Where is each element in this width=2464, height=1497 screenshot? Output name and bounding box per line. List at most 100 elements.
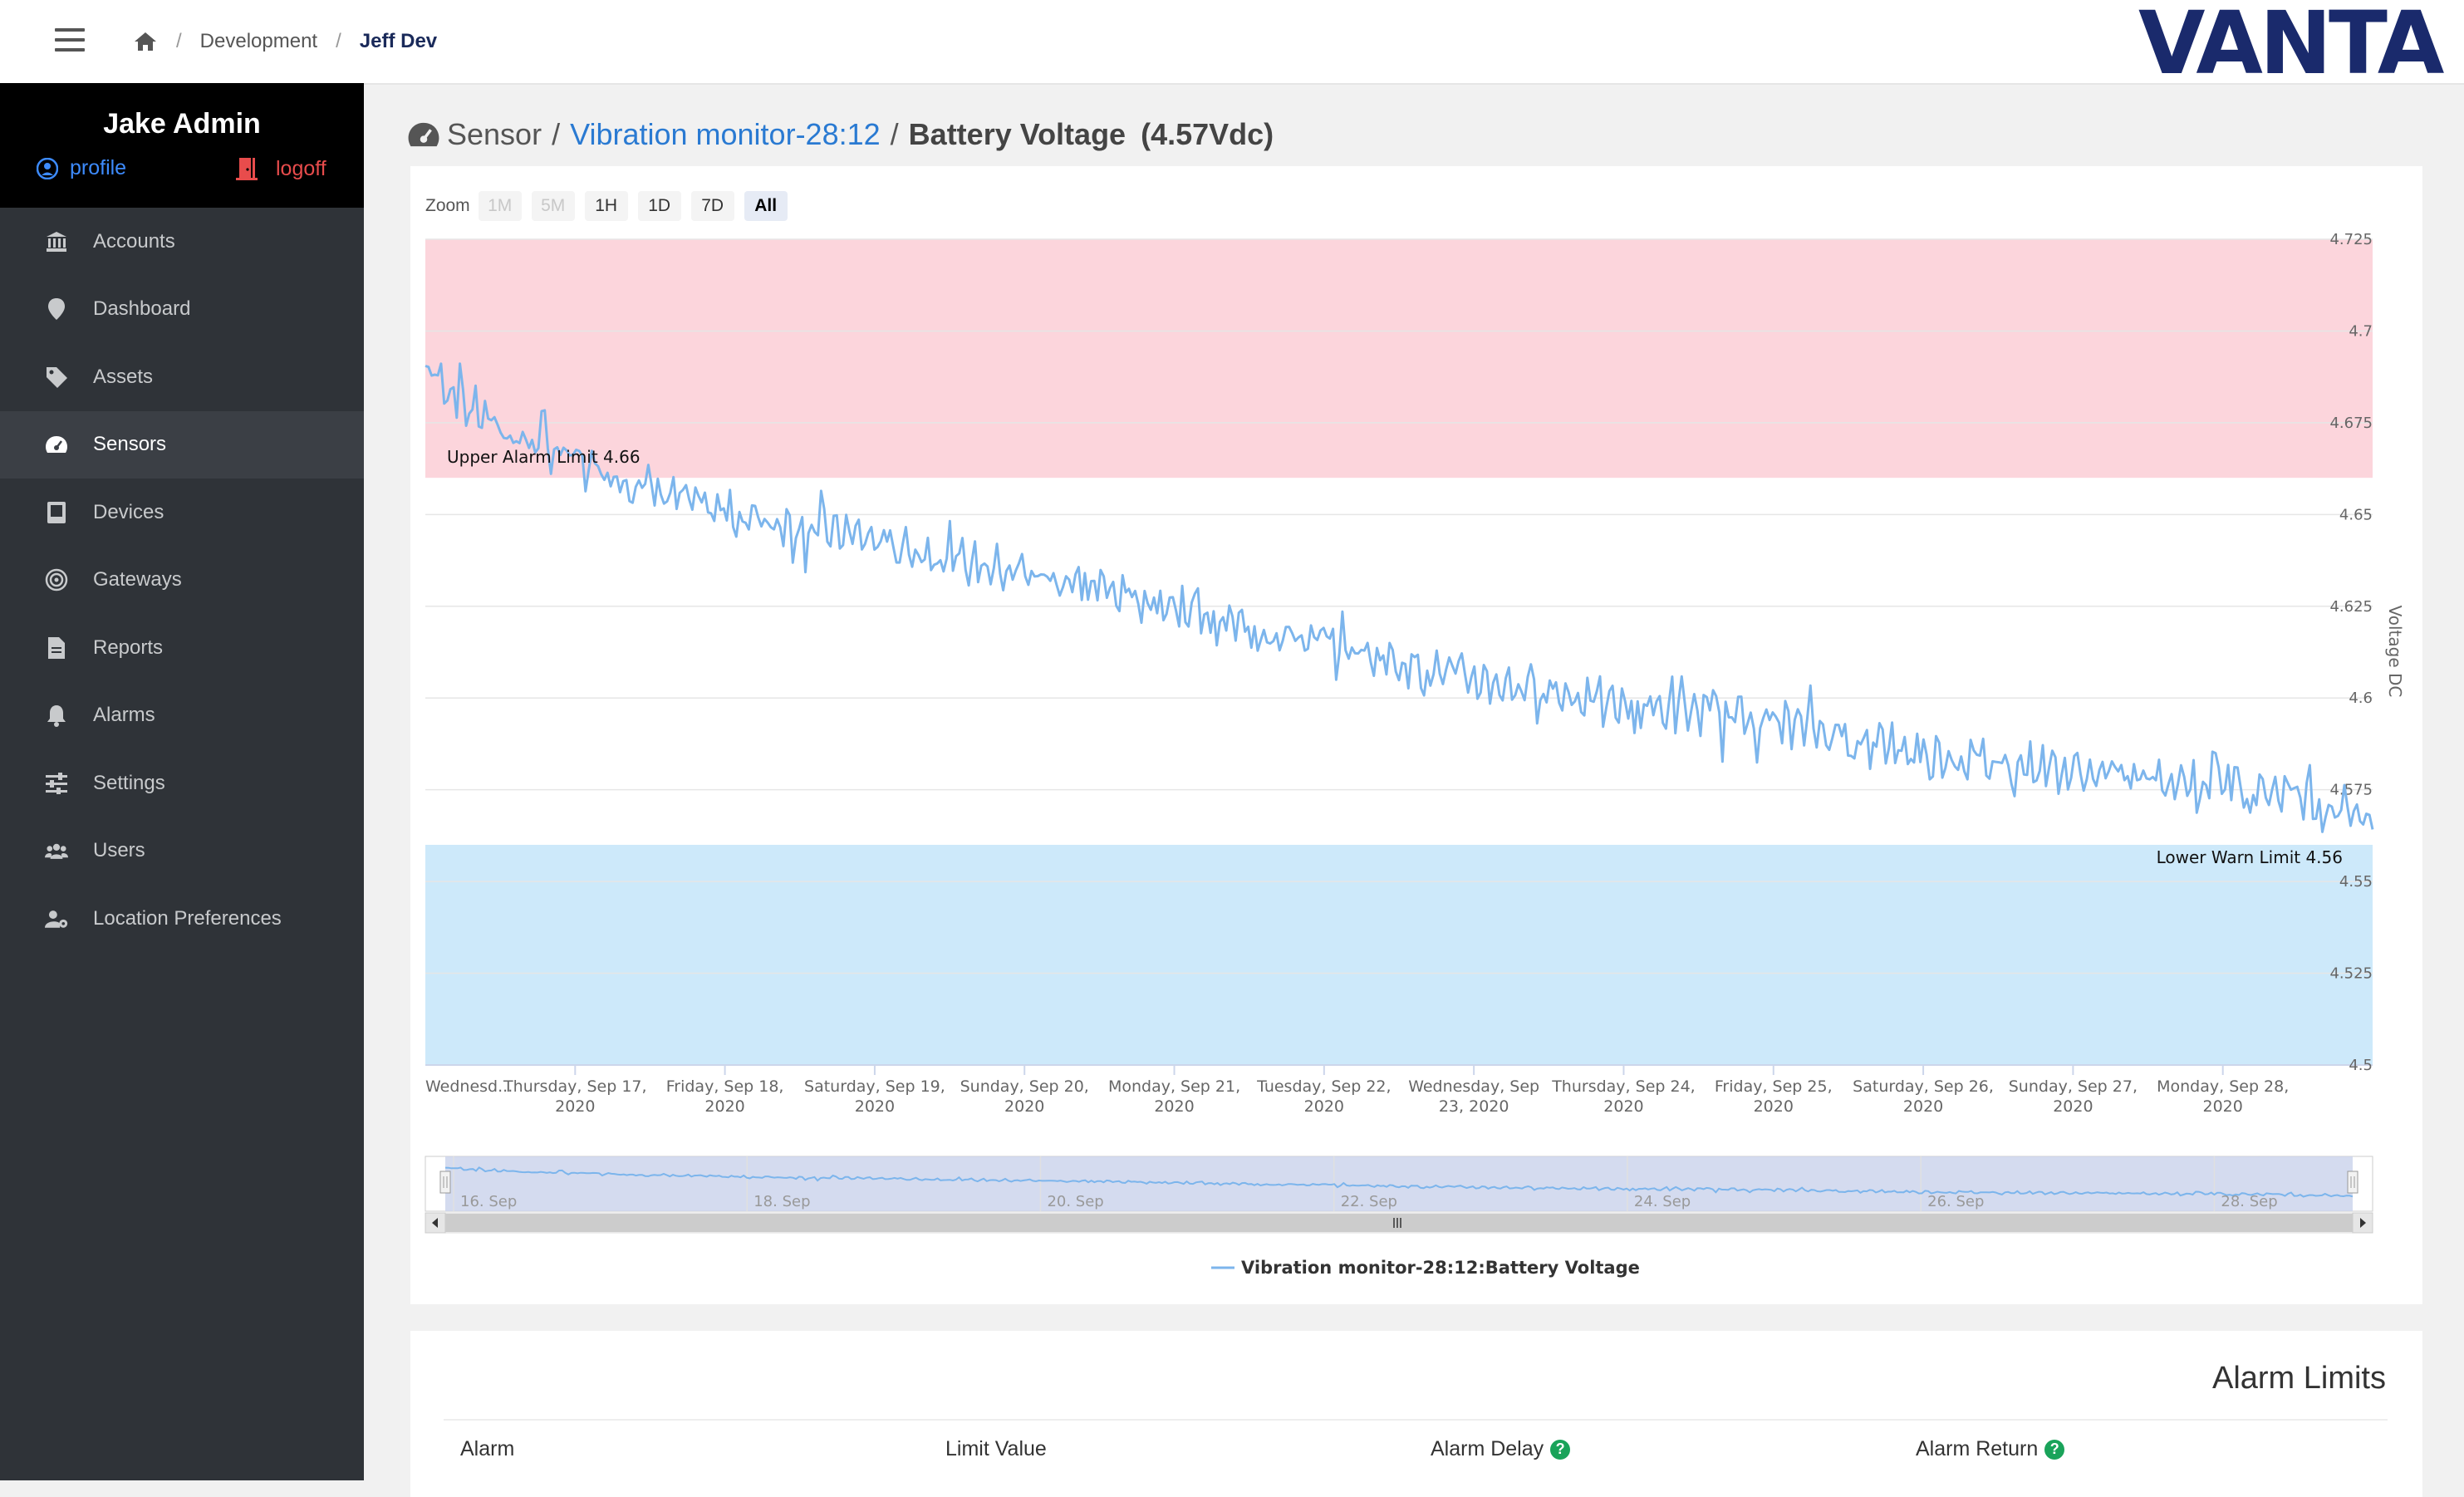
sliders-icon	[46, 772, 67, 794]
sensor-link[interactable]: Vibration monitor-28:12	[570, 117, 881, 151]
x-tick-label: Tuesday, Sep 22, 2020	[1256, 1077, 1391, 1116]
map-pin-icon	[48, 298, 65, 321]
x-tick-label: Friday, Sep 18, 2020	[666, 1077, 784, 1116]
current-value: (4.57Vdc)	[1141, 117, 1274, 151]
tag-icon	[47, 366, 67, 388]
x-tick-label: Thursday, Sep 24, 2020	[1551, 1077, 1696, 1116]
column-alarm-return: Alarm Return?	[1916, 1437, 2065, 1461]
zoom-1m-button[interactable]: 1M	[478, 191, 522, 221]
sidebar-item-label: Accounts	[93, 229, 175, 253]
top-bar: / Development / Jeff Dev VANTA	[0, 0, 2464, 85]
sidebar-item-location-preferences[interactable]: Location Preferences	[0, 885, 364, 953]
sidebar-item-alarms[interactable]: Alarms	[0, 682, 364, 750]
y-tick-label: 4.625	[2329, 598, 2373, 616]
sidebar-item-users[interactable]: Users	[0, 817, 364, 886]
navigator-tick-label: 20. Sep	[1047, 1193, 1103, 1210]
sidebar-item-settings[interactable]: Settings	[0, 749, 364, 817]
sidebar-item-label: Assets	[93, 365, 154, 388]
x-tick-label: Monday, Sep 21, 2020	[1108, 1077, 1240, 1116]
chart-legend[interactable]: Vibration monitor-28:12:Battery Voltage	[1211, 1258, 1640, 1278]
sidebar-item-reports[interactable]: Reports	[0, 614, 364, 682]
navigator-handle-left[interactable]	[439, 1171, 451, 1194]
sidebar: Jake Admin profile logoff Accounts Dashb…	[0, 83, 364, 1480]
alarm-limits-card	[410, 1331, 2422, 1497]
sidebar-item-accounts[interactable]: Accounts	[0, 208, 364, 276]
zoom-all-button[interactable]: All	[744, 191, 788, 221]
lower-warn-band	[425, 844, 2373, 1065]
help-icon[interactable]: ?	[1550, 1439, 1571, 1460]
alarm-limits-title: Alarm Limits	[2211, 1361, 2386, 1396]
sidebar-item-label: Reports	[93, 636, 164, 659]
column-limit-value: Limit Value	[945, 1437, 1047, 1460]
y-tick-label: 4.725	[2329, 231, 2373, 248]
profile-label: profile	[70, 156, 127, 179]
y-tick-label: 4.7	[2349, 322, 2373, 340]
bell-icon	[47, 705, 66, 728]
navigator-tick-label: 22. Sep	[1341, 1193, 1397, 1210]
alarm-limits-table-header: Alarm Limit Value Alarm Delay? Alarm Ret…	[444, 1419, 2388, 1477]
sidebar-item-label: Sensors	[93, 433, 167, 456]
x-tick-label: Wednesd...	[425, 1077, 513, 1096]
signal-icon	[45, 569, 68, 591]
bank-icon	[47, 231, 66, 252]
sidebar-item-sensors[interactable]: Sensors	[0, 410, 364, 479]
sidebar-item-label: Location Preferences	[93, 906, 282, 930]
x-tick-label: Friday, Sep 25, 2020	[1715, 1077, 1833, 1116]
y-axis-title: Voltage DC	[2385, 606, 2405, 698]
upper-alarm-band	[425, 239, 2373, 479]
home-icon[interactable]	[133, 31, 158, 52]
x-tick-label: Saturday, Sep 19, 2020	[804, 1077, 945, 1116]
sidebar-item-label: Alarms	[93, 704, 155, 727]
zoom-5m-button[interactable]: 5M	[531, 191, 575, 221]
sidebar-item-label: Dashboard	[93, 297, 191, 321]
navigator-tick-label: 18. Sep	[753, 1193, 810, 1210]
title-separator: /	[552, 117, 561, 151]
zoom-label: Zoom	[425, 196, 470, 215]
svg-text:VANTA: VANTA	[2138, 3, 2444, 80]
logoff-label: logoff	[276, 156, 326, 180]
x-tick-label: Saturday, Sep 26, 2020	[1853, 1077, 1994, 1116]
legend-series-name: Vibration monitor-28:12:Battery Voltage	[1241, 1258, 1640, 1278]
navigator-handle-right[interactable]	[2347, 1171, 2358, 1194]
profile-link[interactable]: profile	[37, 156, 126, 180]
sidebar-item-dashboard[interactable]: Dashboard	[0, 276, 364, 344]
x-tick-label: Sunday, Sep 20, 2020	[960, 1077, 1089, 1116]
series-line[interactable]	[425, 362, 2374, 833]
y-tick-label: 4.675	[2329, 415, 2373, 432]
battery-voltage-chart: 4.725 4.7 4.675 4.65 4.625 4.6 4.575 4.55 4.525 4…	[425, 231, 2405, 1278]
gauge-icon	[408, 122, 439, 147]
breadcrumb-separator: /	[336, 30, 341, 52]
scroll-left-arrow-icon[interactable]	[425, 1212, 446, 1234]
file-icon	[48, 636, 65, 659]
y-tick-label: 4.525	[2329, 965, 2373, 983]
navigator-selection[interactable]	[445, 1156, 2353, 1211]
sidebar-item-assets[interactable]: Assets	[0, 343, 364, 411]
scroll-right-arrow-icon[interactable]	[2352, 1212, 2373, 1234]
x-tick-label: Monday, Sep 28, 2020	[2157, 1077, 2289, 1116]
logoff-link[interactable]: logoff	[236, 156, 326, 181]
user-box: Jake Admin profile logoff	[0, 83, 364, 208]
user-circle-icon	[37, 157, 58, 179]
hamburger-menu-icon[interactable]	[55, 28, 85, 53]
sidebar-item-gateways[interactable]: Gateways	[0, 547, 364, 615]
scrollbar-thumb[interactable]	[445, 1214, 2353, 1232]
users-icon	[45, 844, 68, 860]
sidebar-item-label: Settings	[93, 771, 165, 794]
user-gear-icon	[45, 910, 68, 928]
y-tick-label: 4.65	[2339, 506, 2373, 523]
x-tick-label: Thursday, Sep 17, 2020	[503, 1077, 647, 1116]
gauge-icon	[46, 436, 67, 454]
zoom-1d-button[interactable]: 1D	[637, 191, 681, 221]
zoom-1h-button[interactable]: 1H	[584, 191, 628, 221]
upper-alarm-limit-label: Upper Alarm Limit 4.66	[447, 447, 641, 467]
sidebar-item-devices[interactable]: Devices	[0, 479, 364, 547]
y-tick-label: 4.55	[2339, 873, 2373, 891]
column-alarm: Alarm	[460, 1437, 515, 1460]
column-alarm-delay: Alarm Delay?	[1431, 1437, 1571, 1461]
zoom-controls: Zoom 1M 5M 1H 1D 7D All	[425, 189, 798, 223]
help-icon[interactable]: ?	[2044, 1439, 2065, 1460]
zoom-7d-button[interactable]: 7D	[690, 191, 734, 221]
breadcrumb-current: Jeff Dev	[359, 30, 438, 52]
navigator-series-line	[444, 1166, 2354, 1198]
breadcrumb-item-development[interactable]: Development	[199, 30, 318, 52]
